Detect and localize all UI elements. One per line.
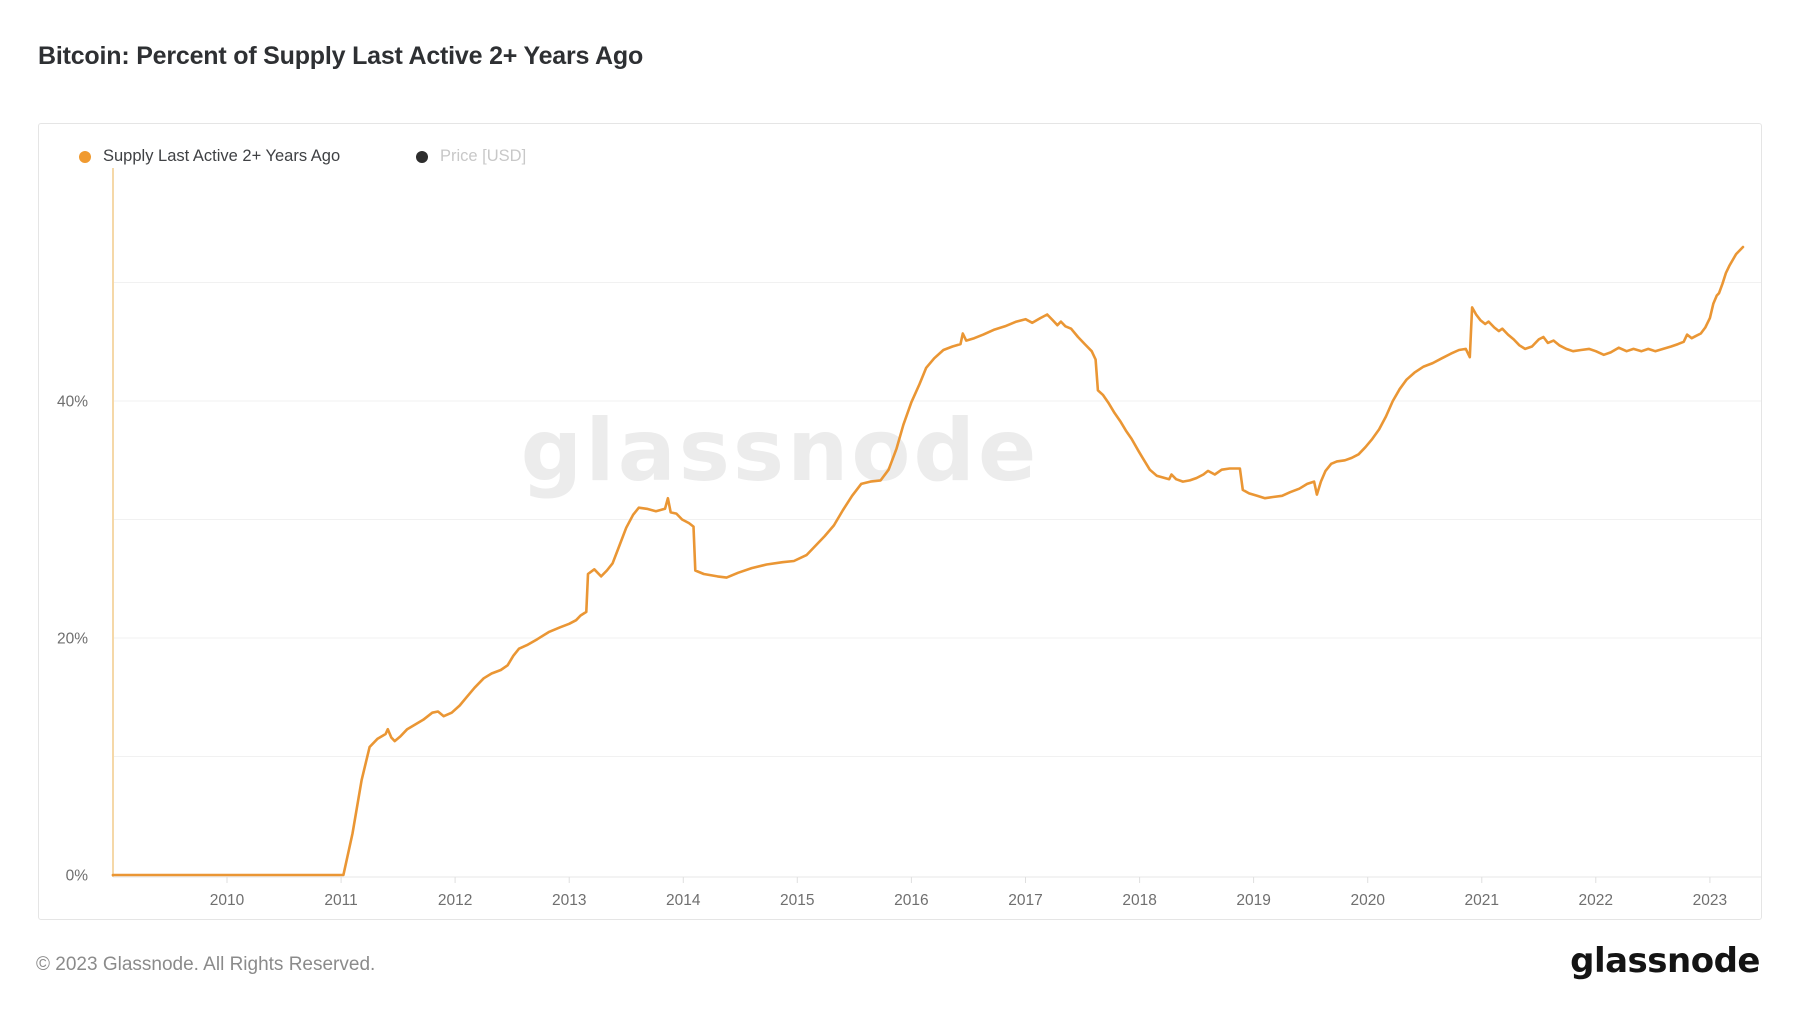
footer-copyright: © 2023 Glassnode. All Rights Reserved. — [36, 954, 376, 975]
glassnode-logo: glassnode — [1570, 941, 1760, 981]
x-tick-label: 2010 — [210, 892, 245, 909]
x-tick-label: 2020 — [1350, 892, 1385, 909]
y-tick-label: 20% — [57, 631, 88, 648]
legend-label: Supply Last Active 2+ Years Ago — [103, 147, 341, 165]
y-tick-label: 0% — [66, 868, 89, 885]
series-line — [111, 245, 1745, 877]
x-tick-label: 2015 — [780, 892, 814, 909]
x-tick-label: 2023 — [1693, 892, 1727, 909]
y-tick-label: 40% — [57, 394, 88, 411]
x-tick-label: 2011 — [324, 892, 357, 909]
chart-plot-area[interactable]: 2010 2011 2012 2013 2014 2015 2016 2017 2018 2019… — [39, 124, 1761, 919]
x-tick-label: 2012 — [438, 892, 472, 909]
x-tick-label: 2016 — [894, 892, 928, 909]
x-tick-label: 2014 — [666, 892, 701, 909]
legend-dot-icon — [79, 150, 91, 163]
x-tick-label: 2019 — [1236, 892, 1270, 909]
chart-panel: glassnode 2010 2011 2012 2013 2014 2015 2016 20… — [38, 123, 1762, 920]
legend-item-supply-last-active[interactable]: Supply Last Active 2+ Years Ago — [79, 147, 340, 166]
x-tick-label: 2022 — [1579, 892, 1613, 909]
page-title: Bitcoin: Percent of Supply Last Active 2… — [38, 42, 644, 70]
chart-legend: Supply Last Active 2+ Years Ago Price [U… — [39, 147, 1761, 171]
x-tick-label: 2021 — [1465, 892, 1499, 909]
x-tick-label: 2018 — [1122, 892, 1156, 909]
legend-item-price-usd[interactable]: Price [USD] — [416, 147, 526, 166]
x-tick-label: 2013 — [552, 892, 586, 909]
legend-dot-icon — [416, 150, 428, 163]
x-tick-label: 2017 — [1008, 892, 1042, 909]
legend-label: Price [USD] — [440, 147, 527, 165]
